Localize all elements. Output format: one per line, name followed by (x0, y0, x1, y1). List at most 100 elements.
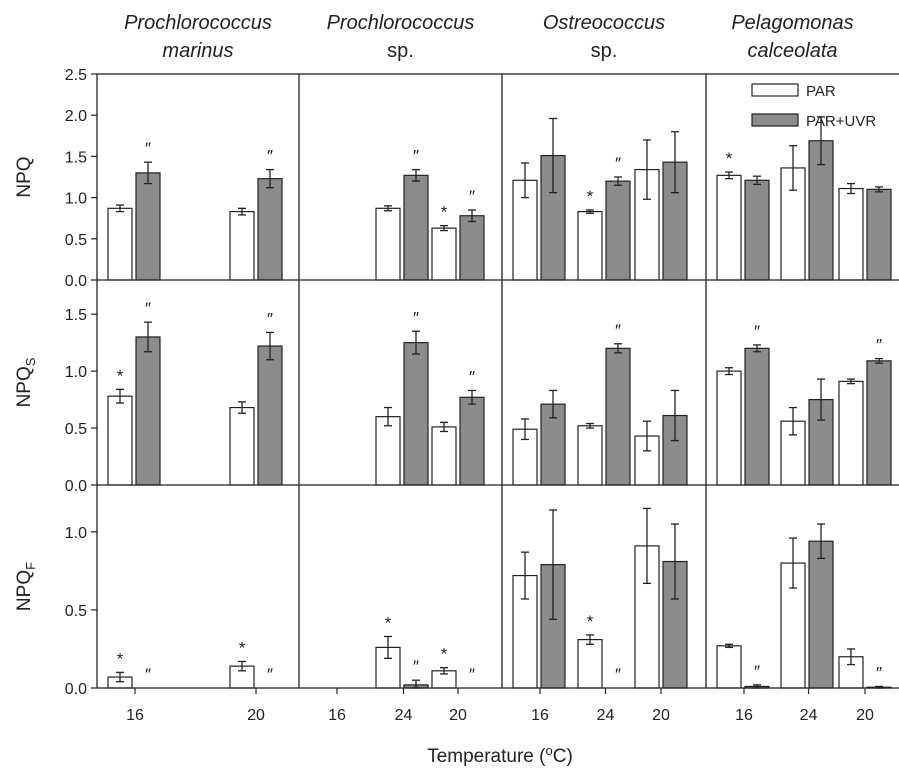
legend-label-0: PAR (806, 83, 836, 100)
x-tick-label-c1-1: 20 (449, 707, 467, 724)
y-tick-label-r0-2: 1.0 (65, 191, 87, 208)
x-axis-label-main: Temperature ( (427, 746, 546, 767)
bar-r0-c0-t16-par (107, 207, 133, 281)
bar-r0-c0-t20-par (229, 211, 255, 281)
bar-r2-c0-t20-uvr-significance: ″ (267, 665, 273, 684)
bar-r0-c3-t16-par-significance: * (726, 149, 733, 168)
bar-r0-c1-t24-uvr (605, 180, 631, 281)
bar-r1-c0-t16-par (107, 395, 133, 486)
legend-swatch-1 (751, 113, 799, 127)
bar-r1-c3-t20-par (838, 380, 864, 486)
bar-r2-c0-t24-par-significance: * (385, 613, 392, 632)
bar-r1-c1-t24-uvr-significance: ″ (615, 321, 621, 340)
y-axis-label-r2: NPQF (14, 562, 38, 611)
bar-r1-c3-t16-uvr (744, 347, 770, 486)
bar-r2-c1-t20-par-significance: * (441, 645, 448, 664)
bar-r0-c1-t20-uvr (459, 215, 485, 281)
y-tick-label-r2-2: 1.0 (65, 525, 87, 542)
bar-r0-c3-t16-par (716, 174, 742, 281)
bar-r0-c1-t24-uvr-significance: ″ (615, 154, 621, 173)
bar-r2-c0-t16-uvr-significance: ″ (145, 665, 151, 684)
y-tick-label-r2-1: 0.5 (65, 603, 87, 620)
column-title-1-line2: sp. (387, 40, 414, 62)
bar-r2-c0-t24-uvr-significance: ″ (413, 657, 419, 676)
y-axis-label-r0: NPQ (14, 156, 35, 197)
bar-r1-c0-t24-uvr (403, 342, 429, 486)
bar-r1-c1-t24-par (577, 425, 603, 486)
y-tick-label-r0-4: 2.0 (65, 108, 87, 125)
bar-r1-c0-t24-par (375, 416, 401, 486)
bar-r0-c3-t20-par (838, 187, 864, 281)
y-tick-label-r0-3: 1.5 (65, 149, 87, 166)
bar-r1-c3-t16-par (716, 370, 742, 486)
y-tick-label-r1-2: 1.0 (65, 364, 87, 381)
y-axis-label-main-r2: NPQ (14, 570, 35, 611)
legend-swatch-0 (751, 83, 799, 97)
bar-r0-c0-t24-uvr-significance: ″ (413, 147, 419, 166)
bar-r0-c3-t20-uvr (866, 188, 892, 281)
x-tick-label-c3-0: 16 (735, 707, 753, 724)
y-tick-label-r1-1: 0.5 (65, 421, 87, 438)
bar-r1-c3-t20-uvr (866, 360, 892, 486)
bar-r2-c1-t24-uvr-significance: ″ (615, 665, 621, 684)
column-title-2-line1: Ostreococcus (543, 12, 665, 34)
bar-r1-c0-t16-uvr (135, 336, 161, 486)
bar-r1-c3-t16-uvr-significance: ″ (754, 322, 760, 341)
x-tick-label-c2-2: 24 (800, 707, 818, 724)
bar-r1-c3-t20-uvr-significance: ″ (876, 336, 882, 355)
bar-r1-c0-t16-uvr-significance: ″ (145, 299, 151, 318)
column-title-1-line1: Prochlorococcus (327, 12, 475, 34)
x-tick-label-c1-2: 24 (597, 707, 615, 724)
bar-r1-c0-t20-par (229, 406, 255, 486)
bar-r1-c1-t20-par (431, 426, 457, 486)
y-axis-label-sub-r1: S (23, 357, 38, 366)
bar-r0-c0-t16-uvr (135, 172, 161, 281)
bar-r2-c1-t24-par-significance: * (587, 612, 594, 631)
bar-r2-c3-t16-uvr-significance: ″ (754, 662, 760, 681)
bar-r2-c0-t16-par-significance: * (117, 649, 124, 668)
y-axis-label-r1: NPQS (14, 357, 38, 407)
y-tick-label-r2-0: 0.0 (65, 681, 87, 698)
bar-r0-c1-t20-par (431, 227, 457, 281)
bar-r1-c0-t16-par-significance: * (117, 366, 124, 385)
bar-r0-c1-t24-par (577, 211, 603, 281)
x-tick-label-c2-1: 20 (652, 707, 670, 724)
x-axis-label-sup: o (545, 743, 552, 758)
y-axis-label-main-r0: NPQ (14, 156, 35, 197)
bar-r1-c1-t24-uvr (605, 347, 631, 486)
bar-r1-c1-t20-uvr-significance: ″ (469, 367, 475, 386)
bar-r0-c0-t20-uvr (257, 178, 283, 281)
x-tick-label-c0-1: 20 (247, 707, 265, 724)
bar-r2-c1-t20-uvr-significance: ″ (469, 665, 475, 684)
y-axis-label-main-r1: NPQ (14, 366, 35, 407)
bar-r2-c2-t24-uvr (808, 540, 834, 689)
bar-r0-c0-t24-par (375, 207, 401, 281)
column-title-2-line2: sp. (591, 40, 618, 62)
bar-r0-c1-t20-uvr-significance: ″ (469, 187, 475, 206)
x-axis-label-end: C) (553, 746, 573, 767)
x-axis-label: Temperature (oC) (427, 743, 573, 767)
bar-r1-c0-t20-uvr (257, 345, 283, 486)
bar-r2-c0-t20-par-significance: * (239, 638, 246, 657)
column-title-3-line1: Pelagomonas (731, 12, 853, 34)
y-tick-label-r0-1: 0.5 (65, 232, 87, 249)
column-title-0-line1: Prochlorococcus (124, 12, 272, 34)
bar-r1-c0-t20-uvr-significance: ″ (267, 309, 273, 328)
y-tick-label-r0-5: 2.5 (65, 67, 87, 84)
x-tick-label-c3-1: 20 (856, 707, 874, 724)
y-axis-label-sub-r2: F (23, 562, 38, 570)
x-tick-label-c0-0: 16 (126, 707, 144, 724)
bar-r2-c3-t16-par (716, 645, 742, 689)
bar-r0-c1-t20-par-significance: * (441, 203, 448, 222)
plot-frame (96, 73, 899, 689)
y-tick-label-r1-3: 1.5 (65, 307, 87, 324)
column-title-0-line2: marinus (162, 40, 233, 62)
bar-r0-c0-t16-uvr-significance: ″ (145, 139, 151, 158)
bar-r0-c3-t16-uvr (744, 179, 770, 281)
bar-r1-c2-t16-par (512, 428, 538, 486)
bar-r0-c1-t24-par-significance: * (587, 187, 594, 206)
x-tick-label-c1-0: 16 (328, 707, 346, 724)
legend-label-1: PAR+UVR (806, 113, 876, 130)
y-tick-label-r0-0: 0.0 (65, 273, 87, 290)
